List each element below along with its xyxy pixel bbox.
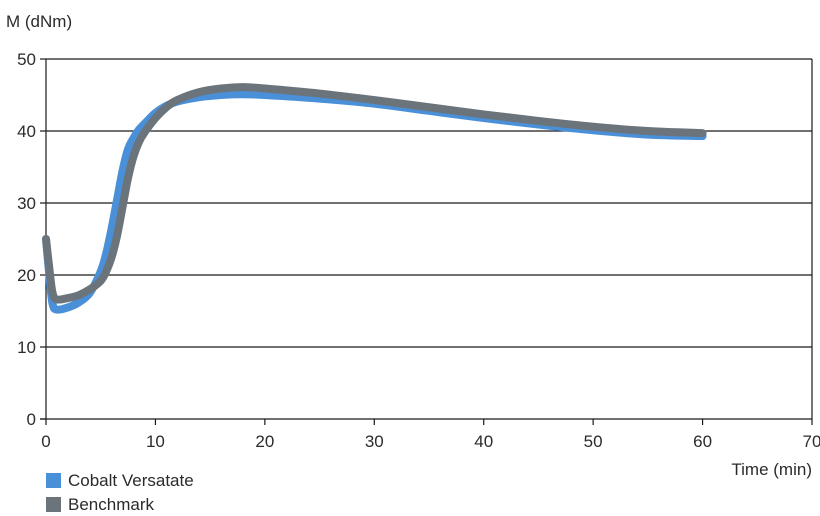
- x-tick-label-60: 60: [693, 432, 712, 451]
- y-axis-title: M (dNm): [6, 12, 72, 31]
- series-line-benchmark: [42, 83, 707, 304]
- x-tick-label-30: 30: [365, 432, 384, 451]
- x-tick-label-10: 10: [146, 432, 165, 451]
- x-tick-label-0: 0: [41, 432, 50, 451]
- legend-item-cobalt-versatate: Cobalt Versatate: [46, 468, 194, 492]
- y-tick-label-20: 20: [17, 266, 36, 285]
- tick-labels: 0 10 20 30 40 50 0 10 20 30 40 50 60 70: [17, 50, 820, 451]
- x-tick-label-70: 70: [803, 432, 820, 451]
- y-tick-label-0: 0: [27, 410, 36, 429]
- grid-lines: [46, 58, 812, 348]
- y-tick-label-30: 30: [17, 194, 36, 213]
- y-tick-label-50: 50: [17, 50, 36, 69]
- legend-swatch-benchmark: [46, 496, 61, 512]
- x-axis-title: Time (min): [731, 460, 812, 479]
- legend: Cobalt Versatate Benchmark: [46, 468, 194, 516]
- series-lines: [42, 83, 707, 314]
- legend-swatch-cobalt-versatate: [46, 472, 61, 488]
- y-tick-label-10: 10: [17, 338, 36, 357]
- y-tick-label-40: 40: [17, 122, 36, 141]
- legend-label-cobalt-versatate: Cobalt Versatate: [68, 470, 194, 490]
- x-tick-label-50: 50: [584, 432, 603, 451]
- x-tick-label-40: 40: [474, 432, 493, 451]
- legend-item-benchmark: Benchmark: [46, 492, 194, 516]
- legend-label-benchmark: Benchmark: [68, 494, 154, 514]
- x-tick-label-20: 20: [255, 432, 274, 451]
